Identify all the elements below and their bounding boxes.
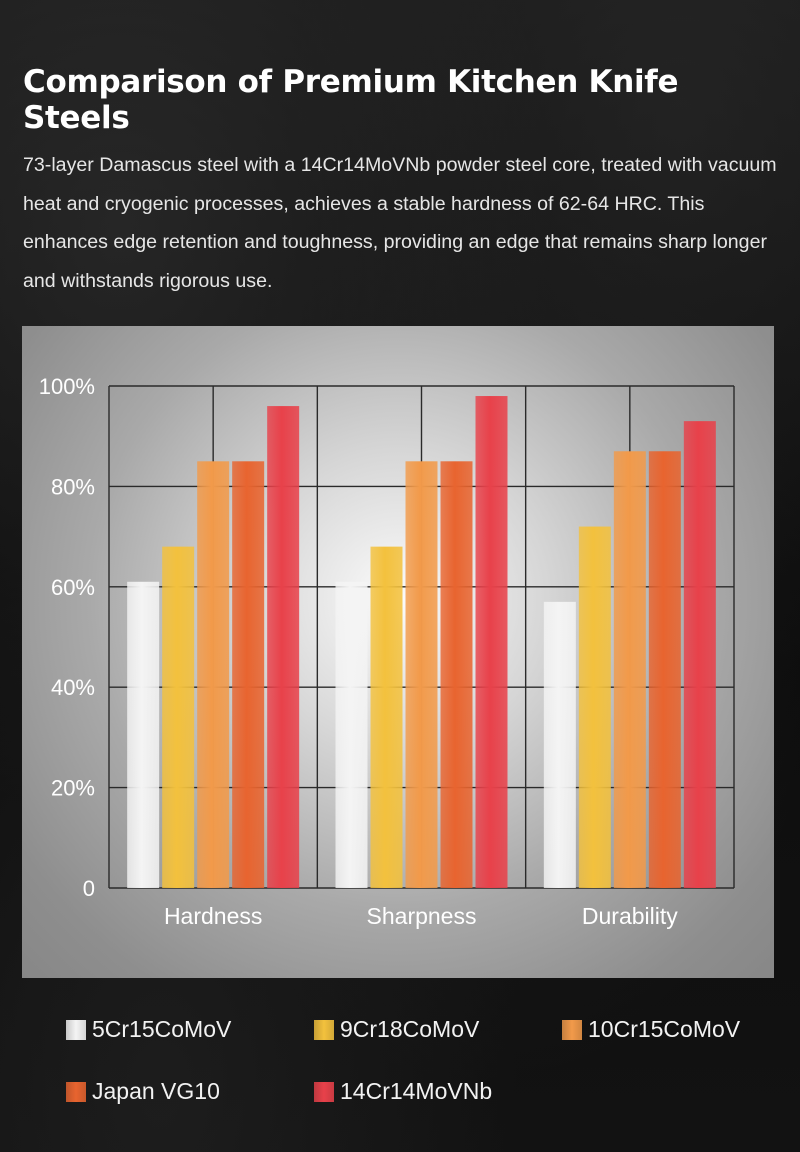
bar-10Cr15CoMoV-Hardness [197,461,230,888]
legend-swatch [66,1081,86,1102]
bar-9Cr18CoMoV-Sharpness [370,546,403,888]
x-category-label: Sharpness [367,903,477,929]
description-text: 73-layer Damascus steel with a 14Cr14MoV… [23,154,777,292]
y-tick-label: 100% [39,374,95,399]
bar-5Cr15CoMoV-Sharpness [335,581,368,888]
y-tick-label: 20% [51,776,95,801]
legend-label: 9Cr18CoMoV [340,1016,480,1042]
legend-label: 14Cr14MoVNb [340,1078,493,1104]
bar-14Cr14MoVNb-Sharpness [475,396,508,888]
legend-label: 5Cr15CoMoV [92,1016,232,1042]
legend-item: 9Cr18CoMoV [314,1016,479,1043]
legend-item: Japan VG10 [66,1078,220,1105]
y-tick-label: 0 [83,876,95,901]
legend-swatch [314,1019,334,1040]
bar-10Cr15CoMoV-Sharpness [405,461,438,888]
x-category-label: Hardness [164,903,262,929]
legend-item: 5Cr15CoMoV [66,1016,231,1043]
bar-chart: 0 20% 40% 60% 80% 100% Hardness Sharpness Durabi… [39,374,735,929]
legend-swatch [562,1019,582,1040]
bar-5Cr15CoMoV-Durability [543,601,576,888]
legend-label: 10Cr15CoMoV [588,1016,741,1042]
page-title: Comparison of Premium Kitchen Knife Stee… [23,64,679,136]
chart-panel: 0 20% 40% 60% 80% 100% Hardness Sharpness Durabi… [22,326,774,978]
legend-swatch [314,1081,334,1102]
y-tick-label: 60% [51,575,95,600]
legend-item: 10Cr15CoMoV [562,1016,740,1043]
bar-9Cr18CoMoV-Durability [578,526,611,888]
y-tick-label: 40% [51,675,95,700]
legend-label: Japan VG10 [92,1078,220,1104]
bar-14Cr14MoVNb-Hardness [267,406,300,888]
bar-Japan VG10-Durability [648,451,681,888]
bar-Japan VG10-Sharpness [440,461,473,888]
bar-9Cr18CoMoV-Hardness [162,546,195,888]
legend-swatch [66,1019,86,1040]
bar-Japan VG10-Hardness [232,461,265,888]
bar-14Cr14MoVNb-Durability [683,421,716,888]
chart-legend: 5Cr15CoMoV 9Cr18CoMoV 10Cr15CoMoV Japan VG1… [66,1016,786,1126]
legend-item: 14Cr14MoVNb [314,1078,492,1105]
x-category-label: Durability [582,903,678,929]
y-tick-label: 80% [51,474,95,499]
bar-5Cr15CoMoV-Hardness [127,581,160,888]
bar-10Cr15CoMoV-Durability [613,451,646,888]
